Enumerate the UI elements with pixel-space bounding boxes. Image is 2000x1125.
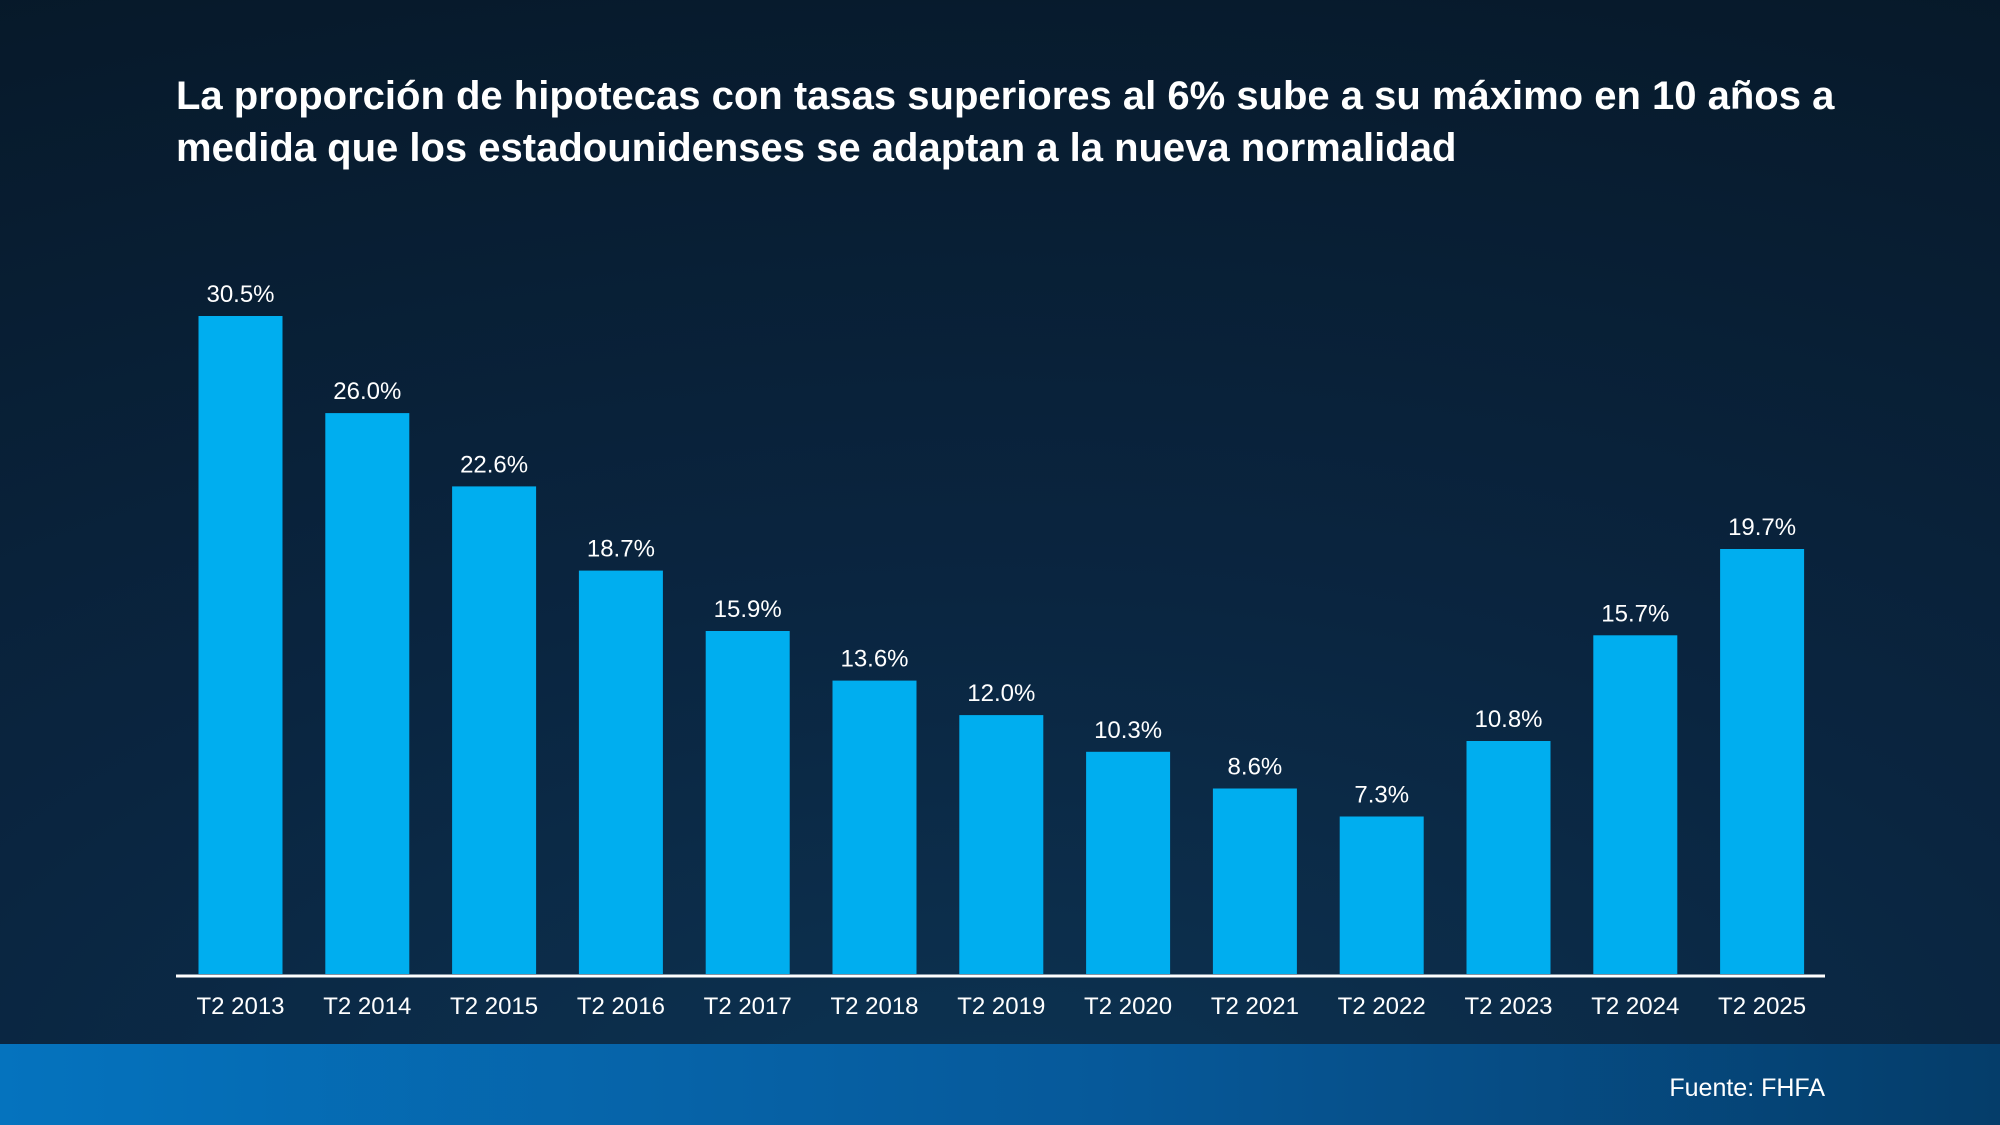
value-label: 10.8% bbox=[1474, 706, 1542, 733]
value-label: 8.6% bbox=[1228, 754, 1283, 781]
value-label: 15.7% bbox=[1601, 600, 1669, 627]
bar-t2-2015 bbox=[452, 486, 537, 974]
bar-chart: 30.5% 26.0% 22.6% 18.7% 15.9% 13.6% 12.0% 10.3%… bbox=[196, 281, 1806, 1020]
value-labels-group: 30.5% 26.0% 22.6% 18.7% 15.9% 13.6% 12.0% 10.3%… bbox=[206, 281, 1796, 809]
x-tick-label: T2 2016 bbox=[577, 993, 665, 1020]
value-label: 12.0% bbox=[967, 680, 1035, 707]
x-tick-label: T2 2013 bbox=[196, 993, 284, 1020]
x-tick-label: T2 2021 bbox=[1211, 993, 1299, 1020]
value-label: 10.3% bbox=[1094, 717, 1162, 744]
bar-t2-2021 bbox=[1212, 788, 1297, 974]
value-label: 7.3% bbox=[1354, 782, 1409, 809]
bar-t2-2017 bbox=[705, 631, 790, 974]
x-tick-labels-group: T2 2013 T2 2014 T2 2015 T2 2016 T2 2017 T2 20… bbox=[196, 993, 1806, 1020]
value-label: 15.9% bbox=[714, 596, 782, 623]
bar-t2-2022 bbox=[1339, 816, 1424, 974]
bar-t2-2018 bbox=[832, 680, 917, 974]
x-tick-label: T2 2020 bbox=[1084, 993, 1172, 1020]
value-label: 13.6% bbox=[840, 646, 908, 673]
bar-t2-2025 bbox=[1720, 549, 1805, 974]
footer-band: Fuente: FHFA bbox=[0, 1044, 2000, 1125]
bar-t2-2016 bbox=[578, 570, 663, 974]
bar-t2-2019 bbox=[959, 715, 1044, 974]
bars-group bbox=[198, 316, 1805, 975]
value-label: 18.7% bbox=[587, 536, 655, 563]
value-label: 19.7% bbox=[1728, 514, 1796, 541]
chart-title: La proporción de hipotecas con tasas sup… bbox=[176, 74, 1835, 170]
bar-t2-2020 bbox=[1086, 751, 1171, 974]
bar-t2-2013 bbox=[198, 316, 283, 974]
x-tick-label: T2 2015 bbox=[450, 993, 538, 1020]
value-label: 26.0% bbox=[333, 378, 401, 405]
bar-t2-2014 bbox=[325, 413, 410, 975]
bar-t2-2023 bbox=[1466, 741, 1551, 974]
x-tick-label: T2 2014 bbox=[323, 993, 411, 1020]
x-tick-label: T2 2024 bbox=[1591, 993, 1679, 1020]
x-tick-label: T2 2018 bbox=[830, 993, 918, 1020]
bar-t2-2024 bbox=[1593, 635, 1678, 974]
x-tick-label: T2 2017 bbox=[704, 993, 792, 1020]
value-label: 22.6% bbox=[460, 451, 528, 478]
x-tick-label: T2 2022 bbox=[1338, 993, 1426, 1020]
x-tick-label: T2 2019 bbox=[957, 993, 1045, 1020]
source-note: Fuente: FHFA bbox=[1669, 1074, 1825, 1102]
value-label: 30.5% bbox=[206, 281, 274, 308]
x-tick-label: T2 2023 bbox=[1464, 993, 1552, 1020]
x-tick-label: T2 2025 bbox=[1718, 993, 1806, 1020]
